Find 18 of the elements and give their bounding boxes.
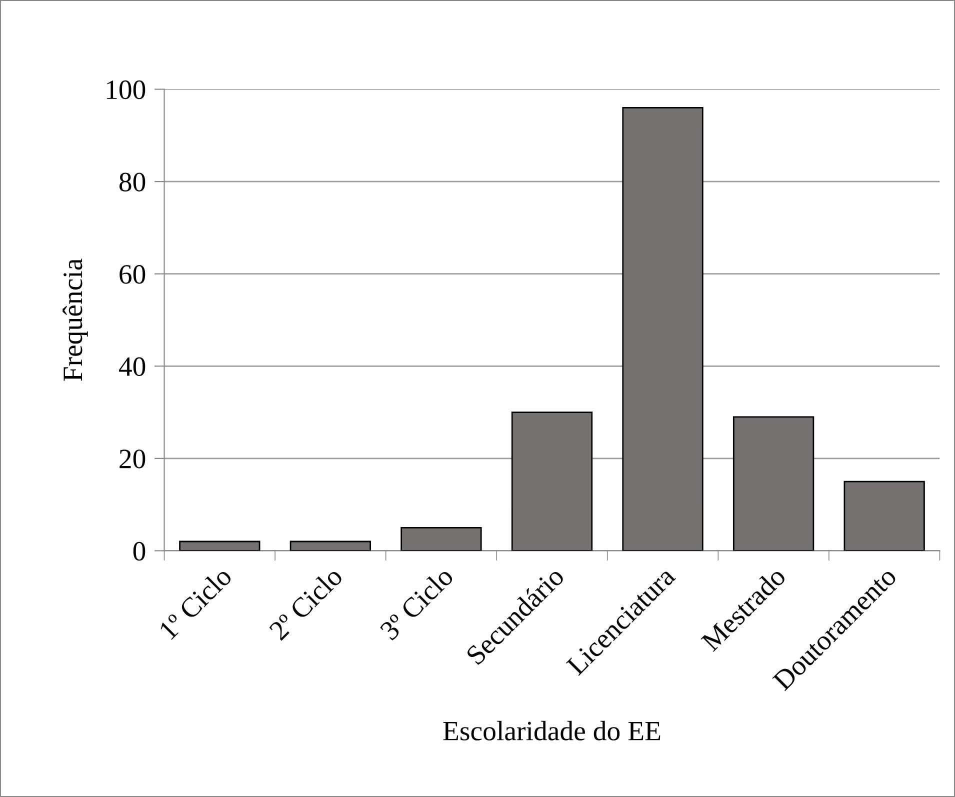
bar <box>290 540 372 551</box>
y-tick-label: 80 <box>119 172 146 192</box>
bar <box>400 526 482 551</box>
y-tick-label: 40 <box>118 357 146 376</box>
x-tick-label: 1º Ciclo <box>158 565 233 640</box>
y-tick-label: 20 <box>120 450 146 468</box>
y-tick-label: 100 <box>106 80 146 100</box>
bar <box>844 480 925 551</box>
bar <box>622 107 704 551</box>
x-tick-label: 3º Ciclo <box>378 565 454 641</box>
x-axis-title: Escolaridade do EE <box>443 720 660 740</box>
x-tick-label: 2º Ciclo <box>268 565 344 641</box>
bar <box>511 412 593 551</box>
y-tick-label: 60 <box>120 265 146 284</box>
y-tick-label: 0 <box>133 542 146 561</box>
bar <box>732 416 814 551</box>
bar <box>179 540 260 551</box>
y-axis-title: Frequência <box>62 258 88 381</box>
